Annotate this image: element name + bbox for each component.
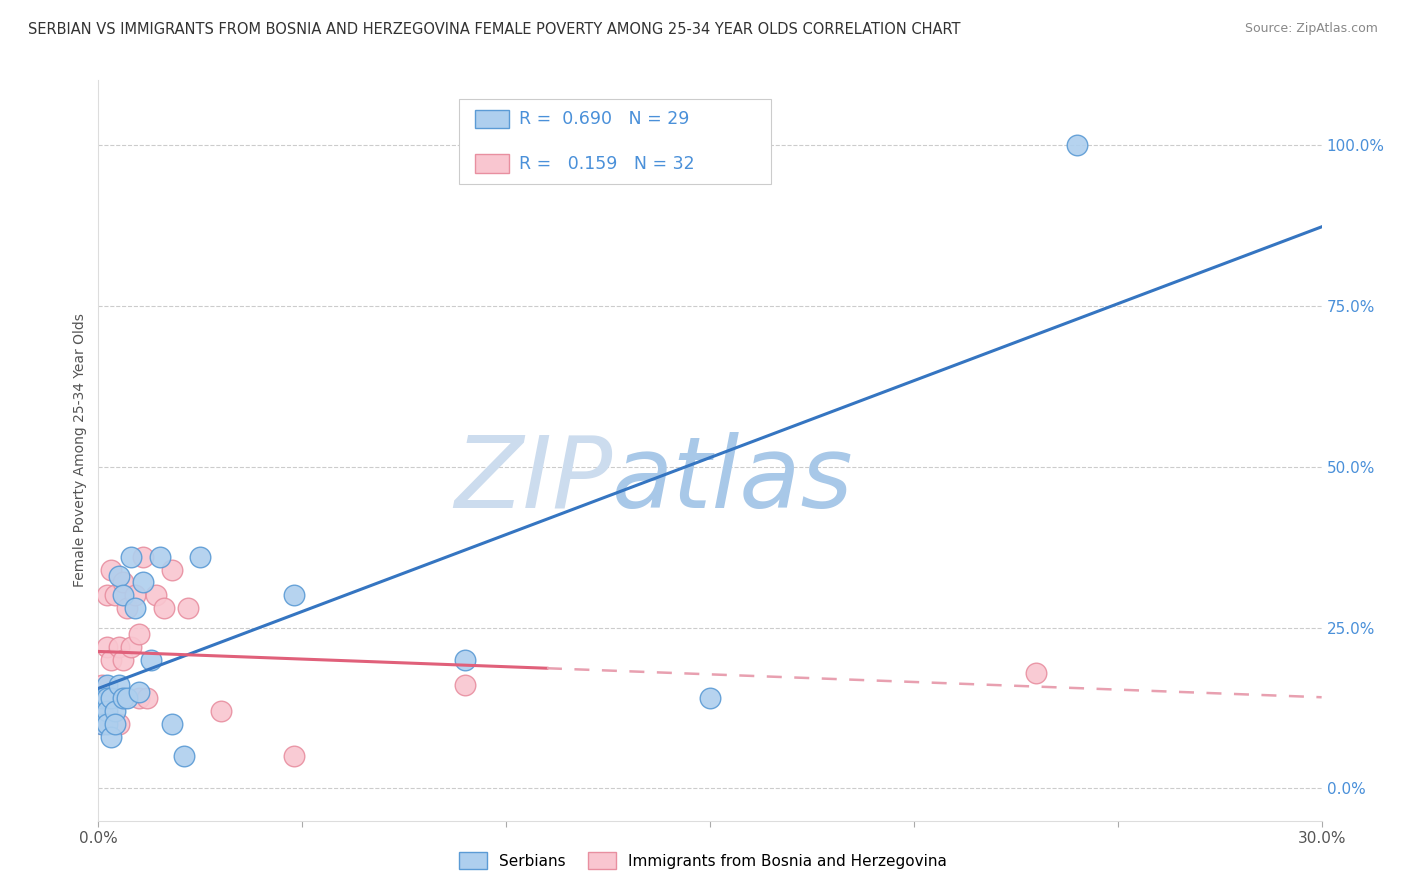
Point [96,704,118,718]
Point [108,569,131,583]
Text: SERBIAN VS IMMIGRANTS FROM BOSNIA AND HERZEGOVINA FEMALE POVERTY AMONG 25-34 YEA: SERBIAN VS IMMIGRANTS FROM BOSNIA AND HE… [28,22,960,37]
Point [283,749,305,764]
Point [96,678,118,692]
Point [111,691,134,706]
Point [136,691,159,706]
Point [160,717,183,731]
Point [128,627,150,641]
Point [128,691,150,706]
Point [1066,137,1088,152]
Point [699,691,721,706]
Point [124,601,146,615]
Point [96,691,118,706]
Point [104,717,127,731]
Text: R =  0.690   N = 29: R = 0.690 N = 29 [519,110,689,128]
Point [1025,665,1047,680]
Text: atlas: atlas [612,432,853,529]
Point [124,588,146,602]
Point [111,653,134,667]
Point [100,691,122,706]
Point [120,640,142,654]
Point [96,640,118,654]
Point [91,704,114,718]
Point [100,653,122,667]
Legend: Serbians, Immigrants from Bosnia and Herzegovina: Serbians, Immigrants from Bosnia and Her… [453,846,953,875]
Point [100,730,122,744]
Text: ZIP: ZIP [454,432,612,529]
Point [132,575,155,590]
Point [128,685,150,699]
Bar [475,154,509,173]
Point [96,588,118,602]
Point [111,691,134,706]
Point [177,601,200,615]
Point [149,549,172,564]
Point [111,575,134,590]
Point [283,588,305,602]
Point [96,691,118,706]
Point [173,749,195,764]
Point [91,678,114,692]
Point [96,717,118,731]
Point [108,678,131,692]
Point [160,563,183,577]
Point [91,717,114,731]
Point [454,678,477,692]
Text: R =   0.159   N = 32: R = 0.159 N = 32 [519,154,695,172]
Point [108,717,131,731]
Bar [475,110,509,128]
Point [108,640,131,654]
FancyBboxPatch shape [460,99,772,184]
Text: Source: ZipAtlas.com: Source: ZipAtlas.com [1244,22,1378,36]
Point [100,563,122,577]
Point [120,549,142,564]
Point [91,704,114,718]
Point [141,653,163,667]
Point [132,549,155,564]
Point [209,704,232,718]
Point [91,691,114,706]
Point [115,601,138,615]
Point [104,588,127,602]
Point [100,691,122,706]
Y-axis label: Female Poverty Among 25-34 Year Olds: Female Poverty Among 25-34 Year Olds [73,313,87,588]
Point [152,601,174,615]
Point [104,691,127,706]
Point [115,691,138,706]
Point [145,588,167,602]
Point [111,588,134,602]
Point [104,704,127,718]
Point [454,653,477,667]
Point [91,691,114,706]
Point [188,549,212,564]
Point [91,717,114,731]
